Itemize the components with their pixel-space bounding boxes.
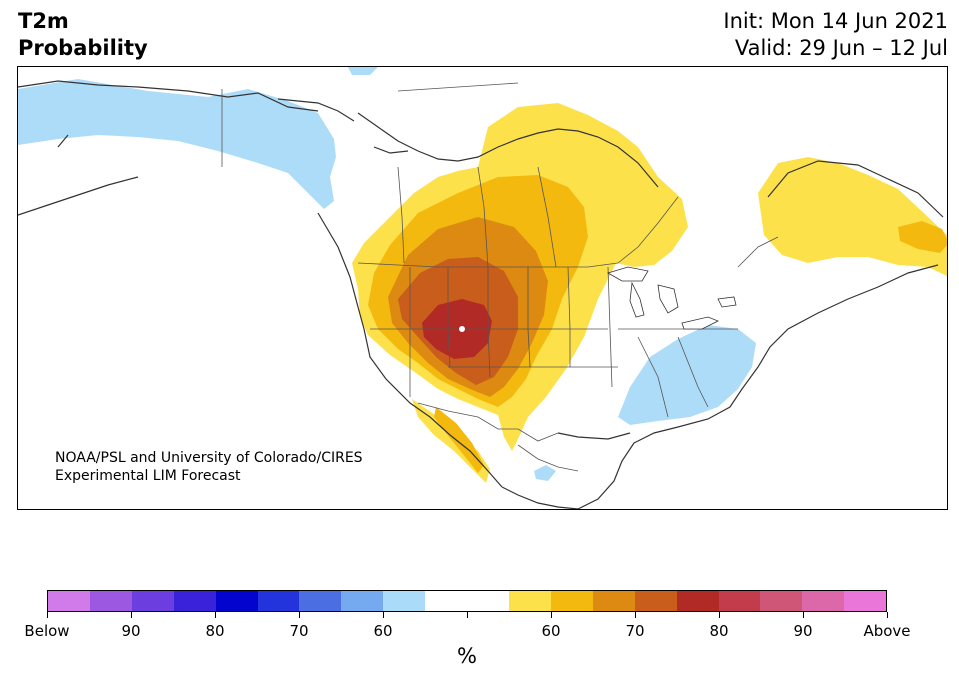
colorbar-tick-label: Below [24,622,70,640]
colorbar-segment [802,591,845,611]
colorbar-tick [886,612,888,618]
colorbar-unit-label: % [457,644,477,668]
colorbar-tick-label: 80 [709,622,729,640]
coastlines [18,80,944,509]
below-region-alaska [18,79,336,209]
colorbar-tick [46,612,48,618]
colorbar-segment [718,591,761,611]
colorbar-segment [257,591,300,611]
colorbar-tick-label: 70 [289,622,309,640]
credit-line-2: Experimental LIM Forecast [55,468,241,484]
colorbar-segment [425,591,468,611]
colorbar-tick [634,612,636,618]
above-65-region-east [898,221,947,253]
colorbar-segment [131,591,174,611]
colorbar-segment [89,591,132,611]
credit-line-1: NOAA/PSL and University of Colorado/CIRE… [55,450,363,466]
political-boundaries [221,82,779,472]
great-lakes [606,266,737,330]
colorbar-segment [173,591,216,611]
colorbar-ticks [46,612,888,620]
forecast-dates: Init: Mon 14 Jun 2021 Valid: 29 Jun – 12… [723,8,948,62]
colorbar-segment [592,591,635,611]
colorbar-segment [508,591,551,611]
colorbar-tick [298,612,300,618]
colorbar-segment [634,591,677,611]
below-region-southeast [618,325,756,425]
colorbar-segment [299,591,342,611]
colorbar-segment [383,591,426,611]
colorbar-tick-label: 80 [205,622,225,640]
colorbar-tick [214,612,216,618]
colorbar-segment [341,591,384,611]
credit-text: NOAA/PSL and University of Colorado/CIRE… [55,449,363,485]
probability-map [17,66,948,510]
colorbar-tick-label: 60 [541,622,561,640]
below-region-arctic [348,67,378,75]
colorbar-tick [130,612,132,618]
colorbar-segment [215,591,258,611]
valid-range: Valid: 29 Jun – 12 Jul [734,36,948,60]
colorbar-segment [550,591,593,611]
salt-lake-marker [459,326,465,332]
colorbar-tick [550,612,552,618]
colorbar-tick [466,612,468,618]
map-title: T2m Probability [18,8,148,62]
colorbar-segment [467,591,509,611]
above-65-region-baja [434,407,484,473]
colorbar-tick-label: Above [863,622,911,640]
below-region-mexico [534,465,556,481]
colorbar-segment [676,591,719,611]
colorbar-tick-label: 90 [121,622,141,640]
map-svg [18,67,947,509]
colorbar-segment [844,591,887,611]
title-line-1: T2m [18,9,69,33]
colorbar-tick [718,612,720,618]
above-60-region-east [758,157,947,277]
colorbar-tick-label: 90 [793,622,813,640]
colorbar-tick-label: 70 [625,622,645,640]
colorbar-tick [802,612,804,618]
colorbar-segment [760,591,803,611]
colorbar-segment [48,591,90,611]
probability-colorbar [47,590,887,612]
colorbar-tick-label: 60 [373,622,393,640]
title-line-2: Probability [18,36,148,60]
init-date: Init: Mon 14 Jun 2021 [723,9,948,33]
colorbar-tick [382,612,384,618]
